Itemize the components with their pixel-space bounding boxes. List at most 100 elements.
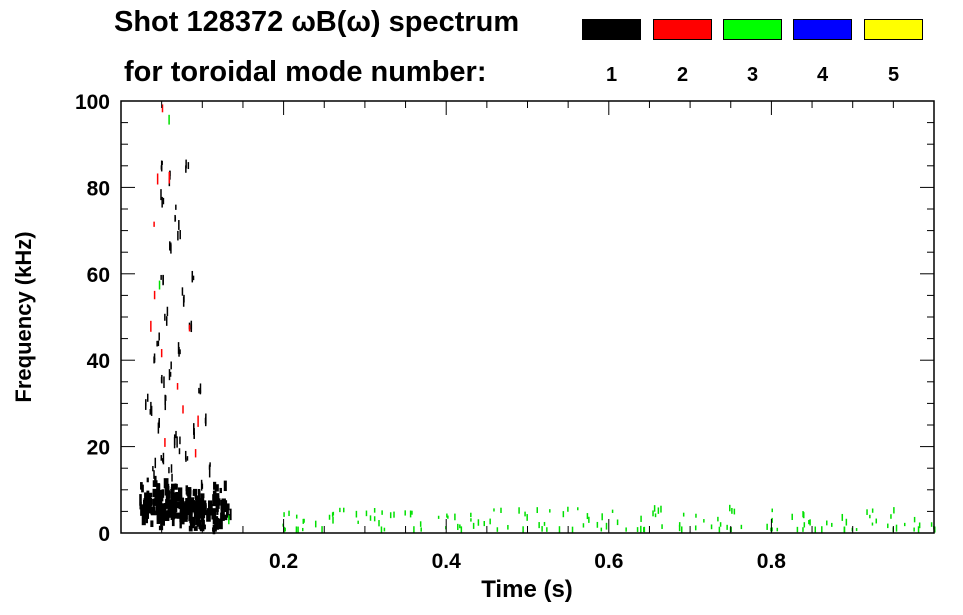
- spectrum-spot-mode1: [185, 165, 187, 173]
- spectrum-spot-mode1: [204, 417, 207, 424]
- spectrum-spot-mode1: [201, 499, 204, 510]
- spectrum-spot-mode3: [678, 522, 681, 528]
- spectrum-spot-mode1: [161, 489, 165, 498]
- spectrum-spot-mode1: [160, 189, 162, 201]
- spectrum-spot-mode1: [186, 510, 190, 515]
- spectrum-spot-mode1: [223, 480, 227, 492]
- spectrum-spot-mode3: [875, 518, 878, 524]
- spectrum-spot-mode3: [284, 527, 286, 532]
- spectrum-spot-mode1: [193, 432, 195, 439]
- spectrum-spot-mode3: [562, 511, 565, 518]
- spectrum-spot-mode3: [558, 526, 561, 533]
- spectrum-spot-mode3: [887, 523, 889, 529]
- spectrum-spot-mode1: [163, 504, 167, 510]
- spectrum-spot-mode1: [199, 524, 203, 530]
- plot-frame: [120, 100, 935, 534]
- spectrum-spot-mode3: [373, 508, 376, 513]
- spectrum-spot-mode3: [625, 527, 627, 532]
- spectrum-spot-mode1: [179, 516, 185, 525]
- legend-swatch-mode-3: [723, 19, 782, 40]
- spectrum-spot-mode3: [611, 509, 614, 513]
- spectrum-spot-mode3: [168, 114, 170, 125]
- spectrum-spot-mode1: [156, 340, 158, 347]
- spectrum-spot-mode1: [165, 316, 168, 326]
- spectrum-spot-mode1: [158, 417, 160, 428]
- spectrum-spot-mode3: [869, 514, 871, 519]
- spectrum-spot-mode3: [549, 509, 551, 513]
- spectrum-spot-mode3: [803, 512, 805, 519]
- spectrum-spot-mode3: [653, 505, 656, 512]
- spectrum-spot-mode3: [866, 509, 868, 515]
- spectrum-spot-mode3: [588, 516, 590, 523]
- spectrum-spot-mode1: [199, 508, 203, 519]
- spectrum-spot-mode3: [871, 508, 874, 513]
- spectrum-spot-mode2: [164, 438, 166, 447]
- spectrum-spot-mode1: [178, 220, 180, 230]
- spectrum-spot-mode1: [162, 452, 165, 465]
- spectrum-spot-mode3: [771, 527, 773, 532]
- spectrum-spot-mode3: [717, 516, 719, 522]
- spectrum-spot-mode1: [174, 216, 177, 221]
- spectrum-spot-mode1: [174, 513, 179, 519]
- spectrum-spot-mode1: [170, 488, 174, 494]
- spectrum-spot-mode1: [179, 349, 181, 355]
- spectrum-spot-mode3: [605, 522, 608, 530]
- spectrum-spot-mode1: [141, 515, 146, 526]
- spectrum-spot-mode1: [155, 505, 161, 515]
- spectrum-spot-mode3: [295, 526, 298, 533]
- spectrum-spot-mode1: [160, 455, 163, 461]
- spectrum-spot-mode3: [791, 513, 793, 521]
- spectrum-spot-mode1: [198, 387, 200, 394]
- spectrum-spot-mode1: [212, 494, 217, 507]
- spectrum-spot-mode1: [168, 369, 171, 381]
- spectrum-spot-mode3: [321, 526, 323, 533]
- spectrum-spot-mode3: [437, 515, 440, 519]
- spectrum-spot-mode1: [197, 500, 202, 507]
- spectrum-spot-mode3: [460, 526, 463, 533]
- legend-title: for toroidal mode number:: [124, 56, 487, 88]
- spectrum-spot-mode1: [193, 526, 198, 531]
- spectrum-spot-mode1: [179, 501, 185, 513]
- spectrum-spot-mode1: [161, 374, 163, 384]
- spectrum-spot-mode1: [153, 356, 155, 364]
- spectrum-spot-mode1: [199, 390, 202, 395]
- spectrum-spot-mode3: [841, 513, 844, 521]
- spectrum-spot-mode1: [214, 484, 219, 492]
- spectrum-spot-mode1: [174, 493, 177, 506]
- spectrum-spot-mode3: [740, 524, 743, 530]
- spectrum-spot-mode3: [809, 519, 811, 526]
- spectrum-spot-mode2: [197, 415, 199, 427]
- spectrum-spot-mode1: [170, 491, 175, 502]
- spectrum-spot-mode3: [766, 523, 768, 530]
- spectrum-spot-mode1: [216, 496, 220, 504]
- spectrum-spot-mode3: [616, 519, 619, 526]
- spectrum-spot-mode3: [457, 523, 459, 531]
- spectrum-spot-mode3: [729, 504, 731, 512]
- spectrum-spot-mode1: [188, 512, 193, 522]
- spectrum-spot-mode1: [178, 346, 180, 357]
- spectrum-spot-mode1: [146, 477, 149, 483]
- spectrum-spot-mode3: [694, 525, 697, 531]
- spectrum-spot-mode3: [681, 526, 683, 533]
- spectrum-spot-mode1: [219, 487, 222, 494]
- spectrum-spot-mode3: [524, 511, 526, 517]
- spectrum-spot-mode1: [153, 470, 155, 479]
- spectrum-spot-mode1: [142, 508, 147, 519]
- spectrum-spot-mode3: [342, 507, 345, 513]
- spectrum-spot-mode3: [381, 510, 383, 515]
- spectrum-spot-mode1: [143, 498, 147, 510]
- spectrum-spot-mode1: [160, 274, 162, 280]
- spectrum-spot-mode3: [582, 523, 585, 528]
- spectrum-spot-mode1: [174, 483, 177, 488]
- spectrum-spot-mode1: [183, 294, 185, 303]
- spectrum-spot-mode2: [153, 290, 156, 300]
- spectrum-spot-mode3: [472, 522, 475, 529]
- spectrum-spot-mode1: [185, 457, 187, 462]
- legend-swatch-mode-1: [582, 19, 641, 40]
- spectrum-spot-mode3: [332, 511, 335, 516]
- spectrum-spot-mode3: [567, 506, 569, 512]
- spectrum-spot-mode1: [173, 437, 176, 449]
- spectrum-spot-mode3: [507, 524, 509, 530]
- spectrum-spot-mode1: [175, 430, 177, 439]
- spectrum-spot-mode1: [190, 518, 195, 529]
